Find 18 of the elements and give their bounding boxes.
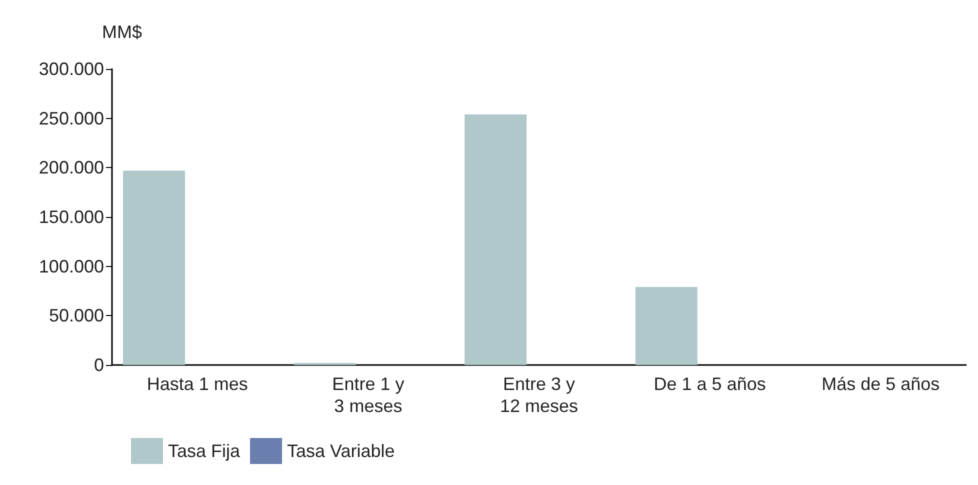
y-tick-label: 100.000 [38,256,104,276]
x-tick-label: Entre 3 y 12 meses [500,374,578,416]
y-tick-label: 250.000 [38,108,104,128]
legend-label: Tasa Fija [168,441,242,461]
y-tick-label: 300.000 [38,59,104,79]
x-tick-label: Entre 1 y 3 meses [332,374,404,416]
x-tick-label: Más de 5 años [822,374,940,394]
bar [123,170,185,365]
y-tick-label: 0 [94,355,104,375]
x-tick-label: Hasta 1 mes [146,374,248,394]
legend-label: Tasa Variable [287,441,395,461]
y-tick-label: 200.000 [38,158,104,178]
y-tick-label: 150.000 [38,207,104,227]
y-tick-label: 50.000 [48,306,104,326]
bar [635,287,698,365]
bar [464,114,527,365]
x-tick-label: De 1 a 5 años [654,374,766,394]
y-axis-title: MM$ [102,22,142,42]
